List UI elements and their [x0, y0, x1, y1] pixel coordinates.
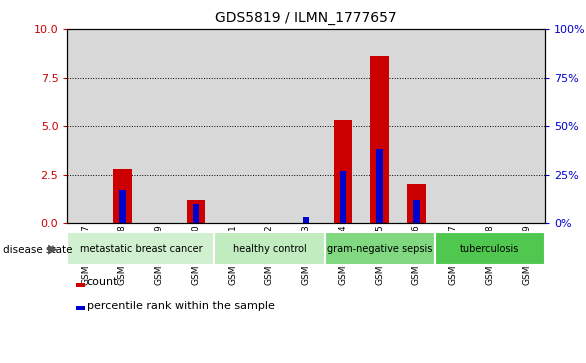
Title: GDS5819 / ILMN_1777657: GDS5819 / ILMN_1777657 [216, 11, 397, 25]
Bar [340, 171, 346, 223]
Bar [370, 56, 389, 223]
Bar [435, 29, 472, 223]
Bar [67, 29, 104, 223]
Text: gram-negative sepsis: gram-negative sepsis [327, 244, 432, 254]
Bar [193, 204, 199, 223]
Bar [398, 29, 435, 223]
Bar [214, 232, 325, 265]
Bar [119, 190, 126, 223]
Bar [362, 29, 398, 223]
Bar [508, 29, 545, 223]
Bar [472, 29, 508, 223]
Bar [303, 217, 309, 223]
Bar [178, 29, 214, 223]
Bar [214, 29, 251, 223]
Bar [251, 29, 288, 223]
Bar [325, 232, 435, 265]
Bar [288, 29, 325, 223]
Text: tuberculosis: tuberculosis [460, 244, 520, 254]
Text: disease state: disease state [3, 245, 73, 256]
Bar [325, 29, 362, 223]
Bar [141, 29, 178, 223]
Bar [376, 150, 383, 223]
Bar [104, 29, 141, 223]
Bar [67, 232, 214, 265]
Text: ▶: ▶ [48, 242, 57, 255]
Bar [435, 232, 545, 265]
Bar [413, 200, 420, 223]
Text: count: count [87, 277, 118, 287]
Bar [187, 200, 205, 223]
Bar [407, 184, 425, 223]
Text: percentile rank within the sample: percentile rank within the sample [87, 301, 275, 311]
Text: metastatic breast cancer: metastatic breast cancer [80, 244, 202, 254]
Bar [334, 120, 352, 223]
Text: healthy control: healthy control [233, 244, 306, 254]
Bar [113, 169, 132, 223]
